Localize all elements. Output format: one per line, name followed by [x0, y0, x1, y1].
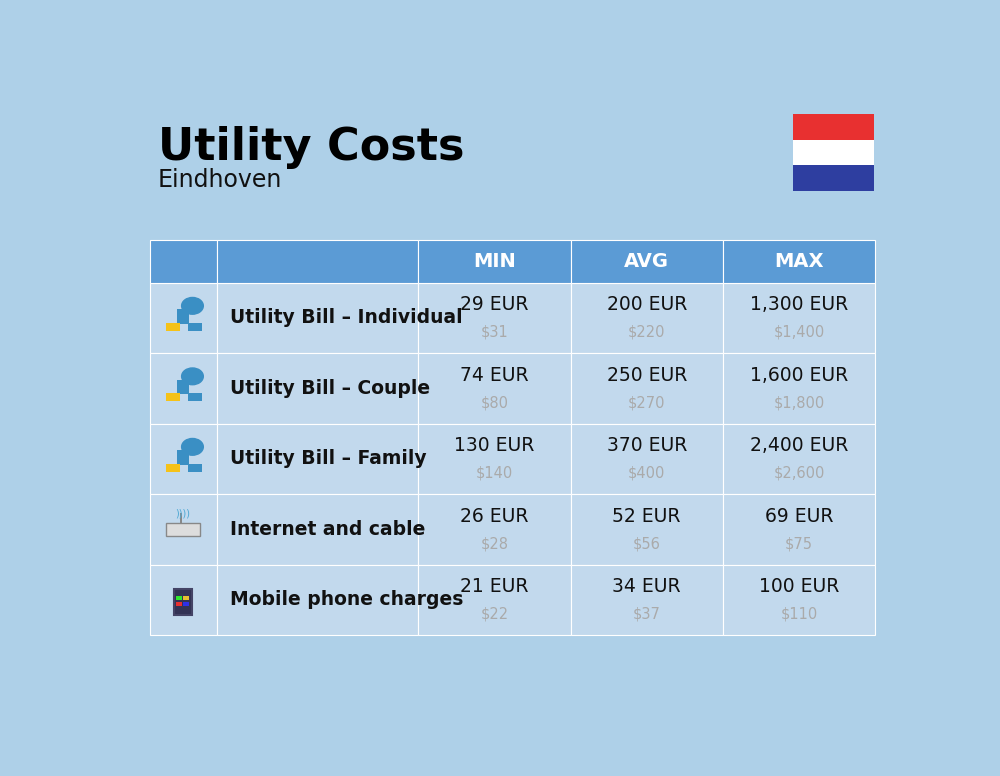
- Bar: [188, 463, 202, 472]
- Bar: [723, 424, 875, 494]
- Bar: [723, 353, 875, 424]
- Bar: [793, 140, 874, 165]
- Bar: [166, 523, 200, 536]
- Bar: [723, 240, 875, 282]
- Text: $56: $56: [633, 536, 661, 551]
- Text: $270: $270: [628, 395, 665, 411]
- Bar: [150, 353, 217, 424]
- Text: 26 EUR: 26 EUR: [460, 507, 529, 525]
- Bar: [217, 282, 418, 353]
- Bar: [571, 424, 723, 494]
- Bar: [571, 565, 723, 635]
- Text: )))): )))): [176, 509, 191, 519]
- Text: MIN: MIN: [473, 251, 516, 271]
- Bar: [571, 353, 723, 424]
- Text: 29 EUR: 29 EUR: [460, 295, 529, 314]
- Bar: [217, 240, 418, 282]
- Bar: [177, 380, 189, 394]
- Bar: [188, 323, 202, 331]
- Bar: [571, 494, 723, 565]
- Bar: [176, 601, 182, 606]
- Text: 69 EUR: 69 EUR: [765, 507, 833, 525]
- Bar: [217, 353, 418, 424]
- Text: MAX: MAX: [774, 251, 824, 271]
- Bar: [177, 310, 189, 324]
- Bar: [150, 565, 217, 635]
- Text: $31: $31: [480, 324, 508, 340]
- Text: $37: $37: [633, 607, 661, 622]
- Text: $1,800: $1,800: [773, 395, 825, 411]
- Bar: [166, 463, 180, 472]
- Bar: [177, 450, 189, 465]
- Bar: [150, 240, 217, 282]
- Bar: [150, 494, 217, 565]
- Bar: [188, 393, 202, 401]
- Text: AVG: AVG: [624, 251, 669, 271]
- Bar: [571, 282, 723, 353]
- Circle shape: [182, 438, 203, 456]
- Text: $75: $75: [785, 536, 813, 551]
- Bar: [793, 114, 874, 140]
- Text: Utility Costs: Utility Costs: [158, 126, 464, 169]
- Text: 370 EUR: 370 EUR: [607, 436, 687, 456]
- Bar: [150, 424, 217, 494]
- Text: Internet and cable: Internet and cable: [230, 520, 425, 539]
- Bar: [183, 601, 189, 606]
- Text: 200 EUR: 200 EUR: [607, 295, 687, 314]
- Text: 52 EUR: 52 EUR: [612, 507, 681, 525]
- Text: 2,400 EUR: 2,400 EUR: [750, 436, 848, 456]
- Bar: [723, 282, 875, 353]
- Text: Utility Bill – Couple: Utility Bill – Couple: [230, 379, 430, 398]
- Bar: [217, 565, 418, 635]
- Bar: [150, 282, 217, 353]
- Text: 130 EUR: 130 EUR: [454, 436, 535, 456]
- Bar: [183, 596, 189, 601]
- Text: 74 EUR: 74 EUR: [460, 365, 529, 385]
- Bar: [418, 494, 571, 565]
- Bar: [174, 589, 192, 615]
- Bar: [217, 494, 418, 565]
- Bar: [723, 565, 875, 635]
- Bar: [571, 240, 723, 282]
- Bar: [418, 424, 571, 494]
- Text: $80: $80: [480, 395, 508, 411]
- Bar: [418, 353, 571, 424]
- Bar: [418, 240, 571, 282]
- Bar: [217, 424, 418, 494]
- Text: 250 EUR: 250 EUR: [607, 365, 687, 385]
- Text: 1,300 EUR: 1,300 EUR: [750, 295, 848, 314]
- Circle shape: [182, 368, 203, 385]
- Bar: [166, 323, 180, 331]
- Text: $2,600: $2,600: [773, 466, 825, 480]
- Bar: [723, 494, 875, 565]
- Bar: [176, 596, 182, 601]
- Text: $22: $22: [480, 607, 508, 622]
- Text: 100 EUR: 100 EUR: [759, 577, 839, 596]
- Bar: [180, 513, 182, 523]
- Text: $140: $140: [476, 466, 513, 480]
- Text: $1,400: $1,400: [773, 324, 825, 340]
- Text: $400: $400: [628, 466, 665, 480]
- Circle shape: [182, 297, 203, 314]
- Text: 21 EUR: 21 EUR: [460, 577, 529, 596]
- Text: Eindhoven: Eindhoven: [158, 168, 282, 192]
- Text: Utility Bill – Individual: Utility Bill – Individual: [230, 308, 462, 327]
- Text: 1,600 EUR: 1,600 EUR: [750, 365, 848, 385]
- Bar: [418, 565, 571, 635]
- Text: $110: $110: [780, 607, 818, 622]
- Text: Mobile phone charges: Mobile phone charges: [230, 591, 463, 609]
- Text: 34 EUR: 34 EUR: [612, 577, 681, 596]
- Bar: [418, 282, 571, 353]
- Text: Utility Bill – Family: Utility Bill – Family: [230, 449, 426, 468]
- Text: $28: $28: [480, 536, 508, 551]
- Text: $220: $220: [628, 324, 665, 340]
- Bar: [793, 165, 874, 191]
- Bar: [166, 393, 180, 401]
